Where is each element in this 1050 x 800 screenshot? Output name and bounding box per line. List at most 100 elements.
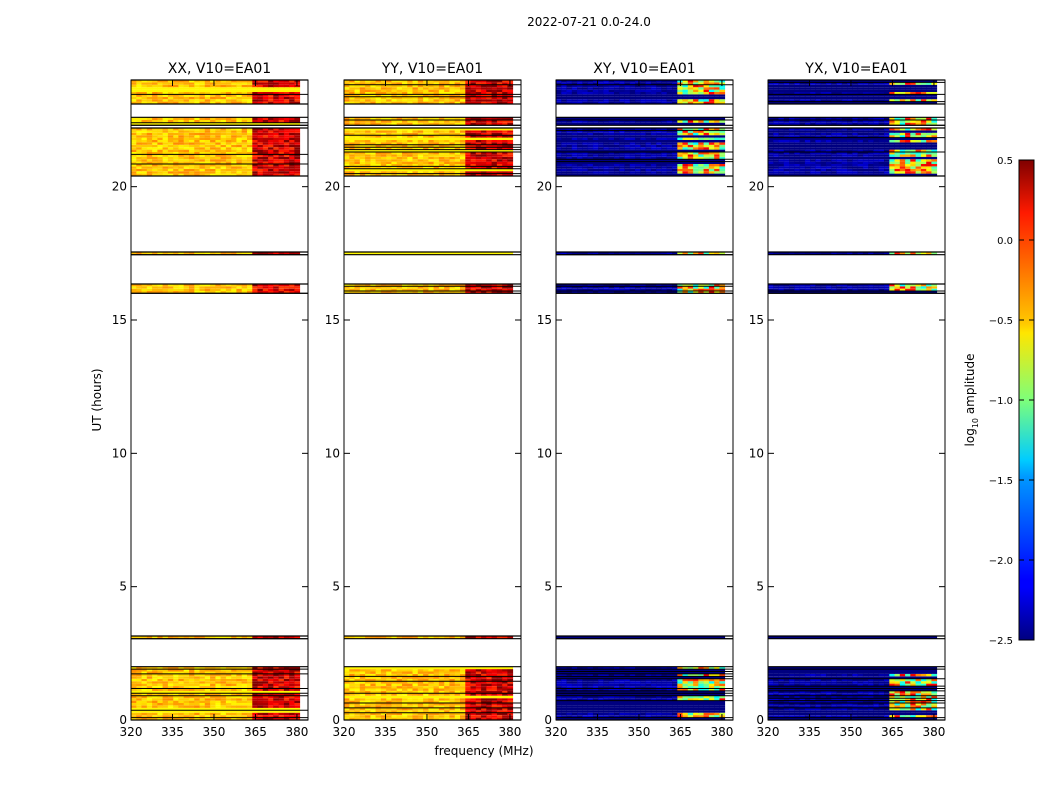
heatmap-cell [708, 671, 715, 674]
heatmap-cell [178, 286, 185, 289]
heatmap-cell [178, 681, 185, 684]
heatmap-cell [438, 159, 445, 162]
heatmap-cell [624, 715, 631, 718]
heatmap-cell [152, 80, 158, 83]
heatmap-cell [162, 166, 169, 169]
heatmap-cell [194, 87, 200, 90]
heatmap-cell [396, 147, 403, 150]
heatmap-cell [225, 87, 232, 90]
heatmap-cell [677, 705, 683, 708]
heatmap-cell [257, 164, 264, 167]
heatmap-cell [183, 693, 190, 696]
heatmap-cell [428, 130, 435, 133]
heatmap-cell [370, 130, 377, 133]
heatmap-cell [481, 690, 487, 694]
heatmap-cell [566, 688, 573, 691]
heatmap-cell [614, 715, 620, 718]
heatmap-cell [460, 686, 466, 689]
heatmap-cell [289, 688, 295, 691]
heatmap-cell [173, 96, 179, 100]
heatmap-cell [370, 156, 377, 160]
heatmap-cell [698, 288, 704, 291]
heatmap-cell [407, 678, 413, 682]
heatmap-cell [215, 156, 222, 160]
heatmap-cell [283, 284, 290, 287]
heatmap-cell [141, 147, 148, 150]
heatmap-cell [475, 710, 482, 713]
heatmap-cell [359, 161, 366, 164]
heatmap-cell [178, 135, 185, 138]
heatmap-cell [444, 120, 450, 123]
heatmap-cell [157, 715, 164, 718]
heatmap-cell [423, 671, 429, 674]
heatmap-cell [407, 700, 413, 703]
heatmap-cell [592, 710, 599, 713]
heatmap-cell [502, 705, 508, 708]
heatmap-cell [289, 99, 295, 102]
heatmap-cell [412, 693, 419, 696]
heatmap-cell [215, 171, 222, 174]
heatmap-cell [491, 252, 498, 255]
heatmap-cell [608, 683, 615, 686]
heatmap-cell [672, 669, 678, 672]
heatmap-cell [661, 636, 668, 639]
heatmap-cell [460, 681, 466, 684]
heatmap-cell [236, 671, 243, 674]
heatmap-cell [289, 698, 295, 701]
heatmap-cell [268, 715, 274, 718]
heatmap-cell [556, 717, 562, 720]
heatmap-cell [624, 683, 631, 686]
heatmap-cell [354, 120, 361, 123]
heatmap-cell [481, 666, 487, 670]
heatmap-cell [438, 82, 445, 85]
heatmap-cell [262, 94, 269, 97]
heatmap-cell [273, 82, 279, 85]
heatmap-cell [359, 710, 366, 713]
heatmap-cell [687, 291, 694, 294]
heatmap-cell [131, 122, 137, 126]
heatmap-cell [365, 154, 371, 157]
heatmap-cell [199, 669, 206, 672]
heatmap-cell [556, 695, 562, 699]
heatmap-cell [257, 161, 264, 164]
heatmap-cell [210, 149, 216, 152]
heatmap-cell [349, 117, 355, 120]
heatmap-cell [475, 252, 482, 255]
heatmap-cell [257, 101, 264, 104]
heatmap-cell [661, 693, 668, 696]
heatmap-cell [380, 164, 387, 167]
heatmap-cell [614, 291, 620, 294]
heatmap-cell [157, 164, 164, 167]
heatmap-cell [486, 137, 492, 140]
heatmap-cell [402, 137, 408, 140]
heatmap-cell [449, 120, 456, 123]
heatmap-cell [507, 156, 514, 160]
heatmap-cell [428, 140, 435, 143]
heatmap-cell [349, 676, 355, 679]
heatmap-cell [131, 693, 137, 696]
heatmap-cell [146, 147, 153, 150]
heatmap-cell [167, 132, 174, 136]
heatmap-cell [344, 693, 350, 696]
heatmap-cell [412, 698, 419, 701]
heatmap-cell [470, 669, 477, 672]
heatmap-cell [131, 681, 137, 684]
heatmap-cell [370, 80, 377, 83]
heatmap-cell [204, 686, 211, 689]
heatmap-cell [682, 695, 689, 699]
heatmap-cell [268, 164, 274, 167]
heatmap-cell [241, 669, 248, 672]
heatmap-cell [386, 703, 392, 706]
heatmap-cell [178, 144, 185, 148]
heatmap-cell [136, 84, 142, 88]
heatmap-cell [183, 140, 190, 143]
heatmap-cell [423, 676, 429, 679]
heatmap-cell [449, 288, 456, 291]
heatmap-cell [247, 94, 253, 97]
heatmap-cell [183, 700, 190, 703]
heatmap-cell [423, 132, 429, 136]
heatmap-cell [189, 147, 195, 150]
heatmap-cell [465, 698, 471, 701]
heatmap-cell [693, 671, 699, 674]
heatmap-cell [491, 168, 498, 172]
